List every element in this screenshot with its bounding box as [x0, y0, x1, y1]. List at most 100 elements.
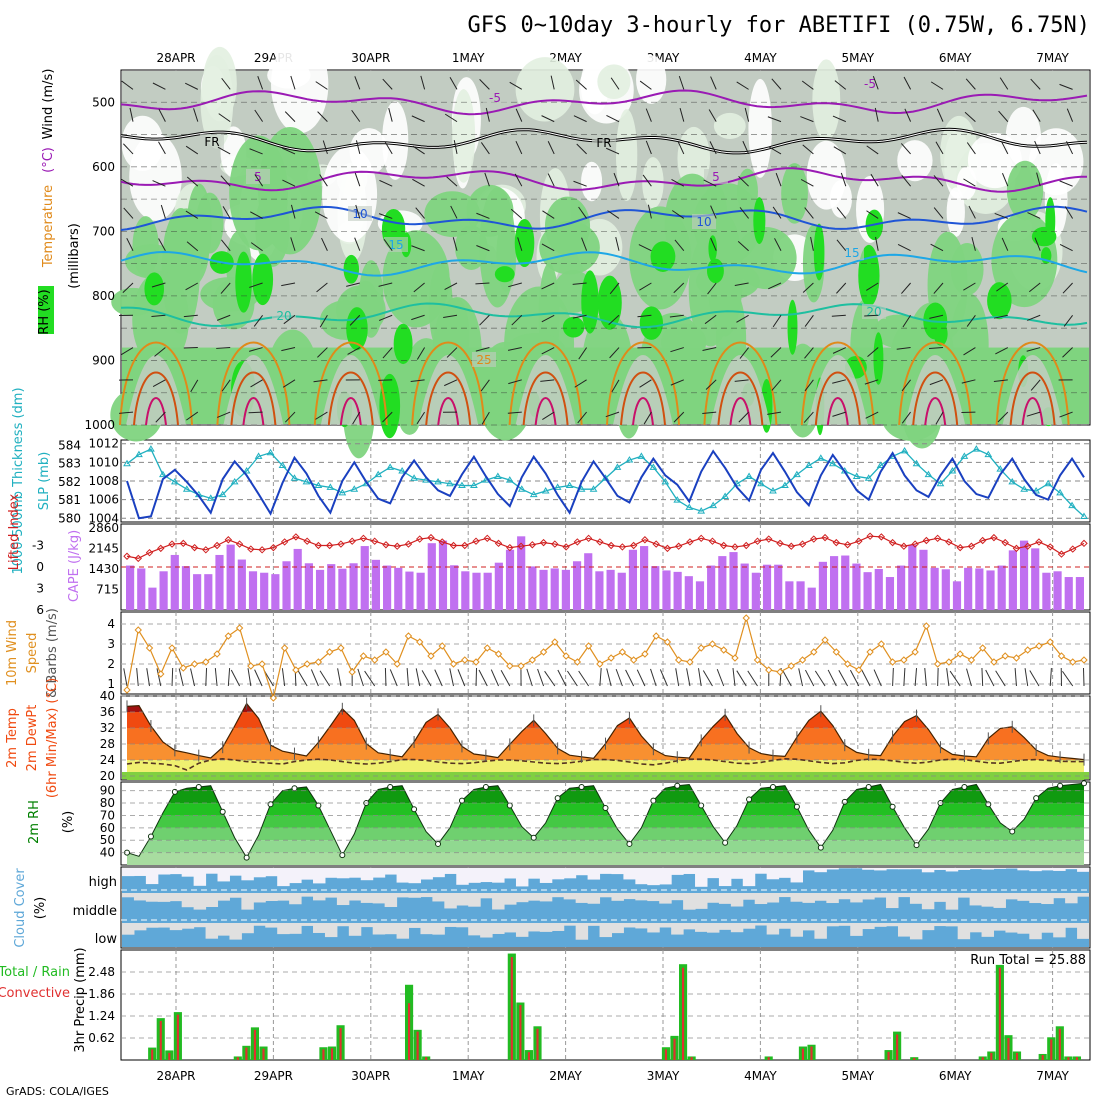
cloud-clear-segment: [1005, 868, 1018, 869]
thickness-point: [1044, 479, 1052, 487]
cloud-clear-segment: [432, 868, 445, 878]
wind-barb: [892, 667, 894, 687]
rh2m-point: [578, 783, 585, 790]
wind-speed-point: [393, 660, 401, 668]
rh2m-point: [985, 801, 992, 808]
upper-wind-barb: [284, 111, 296, 122]
upper-wind-barb: [673, 282, 685, 294]
upper-wind-barb: [572, 282, 587, 285]
cape-tick-2145: 2145: [88, 542, 119, 556]
cloud-clear-segment: [886, 893, 899, 909]
upper-wind-barb: [319, 315, 328, 328]
ylabel-thickness: 1000-500mb Thickness (dm): [11, 387, 26, 574]
cloud-clear-segment: [444, 893, 457, 909]
upper-wind-barb: [1030, 379, 1041, 391]
lifted-index-point: [213, 541, 221, 550]
lifted-index-point: [742, 541, 750, 550]
upper-wind-barb: [541, 243, 555, 252]
isotherm-label-15: 15: [844, 246, 859, 260]
isotherm-30: [1009, 371, 1056, 426]
cloud-clear-segment: [838, 923, 851, 926]
cloud-clear-segment: [897, 868, 911, 870]
upper-wind-barb: [709, 141, 717, 155]
cloud-clear-segment: [492, 868, 505, 883]
cloud-clear-segment: [348, 868, 362, 878]
lifted-index-point: [348, 537, 356, 545]
cloud-clear-segment: [1017, 868, 1030, 871]
thickness-point: [446, 479, 454, 487]
cloud-clear-segment: [862, 893, 875, 900]
wind-speed-point: [539, 648, 548, 656]
upper-wind-barb: [734, 379, 749, 382]
thickness-point: [1008, 477, 1017, 485]
wind-speed-point: [382, 648, 390, 656]
precip-convective-bar: [810, 1046, 813, 1060]
upper-wind-barb: [704, 314, 717, 325]
cloud-clear-segment: [360, 868, 374, 881]
rh2m-point: [1057, 782, 1064, 789]
cloud-clear-segment: [969, 923, 983, 933]
lifted-index-point: [787, 542, 795, 550]
upper-wind-barb: [831, 314, 846, 317]
precip-run-total: Run Total = 25.88: [970, 953, 1086, 968]
thk-tick-582: 582: [58, 475, 81, 489]
rh-saturated-patch: [708, 235, 717, 262]
cloud-clear-segment: [1065, 923, 1078, 928]
cloud-clear-segment: [838, 893, 851, 900]
upper-wind-barb: [803, 411, 814, 423]
wind-speed-point: [967, 656, 976, 664]
upper-wind-barb: [578, 206, 588, 219]
thickness-point: [996, 465, 1005, 472]
upper-wind-barb: [216, 314, 231, 321]
isotherm-label-15: 15: [388, 238, 403, 252]
upper-wind-barb: [1059, 83, 1073, 90]
thickness-point: [135, 450, 143, 458]
wind-barb: [190, 668, 196, 687]
lifted-index-point: [382, 541, 390, 549]
upper-wind-barb: [218, 113, 231, 123]
upper-wind-barb: [671, 210, 685, 219]
lifted-index-point: [697, 534, 705, 543]
wind-speed-point: [742, 614, 750, 622]
cape-bar: [707, 565, 716, 610]
cape-bar: [181, 566, 191, 610]
upper-wind-barb: [678, 75, 685, 90]
cloud-clear-segment: [886, 868, 899, 870]
ylabel-slp: SLP (mb): [37, 452, 52, 511]
rh-dry-patch: [515, 57, 575, 122]
upper-wind-barb: [609, 347, 620, 359]
thickness-point: [458, 481, 466, 489]
lifted-index-point: [168, 540, 176, 548]
upper-wind-barb: [933, 282, 944, 294]
cloud-clear-segment: [336, 893, 350, 906]
cape-bar: [360, 546, 369, 610]
wind-barb: [1029, 670, 1040, 687]
y-tick-upper-700: 700: [92, 224, 115, 238]
rh2m-point: [171, 788, 178, 795]
cloud-clear-segment: [766, 893, 780, 903]
isotherm-label-bg: [862, 304, 886, 319]
upper-wind-barb: [281, 282, 296, 287]
upper-wind-barb: [248, 411, 263, 414]
precip-convective-bar: [245, 1047, 248, 1060]
panel-frame-precip: [120, 949, 1091, 1061]
rh-saturated-patch: [639, 306, 663, 340]
wind-speed-point: [292, 666, 300, 674]
lifted-index-point: [855, 537, 863, 545]
rh2m-point: [411, 806, 418, 813]
cape-bar: [282, 561, 291, 610]
precip-convective-bar: [673, 1038, 676, 1060]
lifted-index-point: [337, 540, 345, 548]
cloud-clear-segment: [647, 868, 660, 886]
cloud-clear-segment: [420, 923, 433, 935]
upper-wind-barb: [996, 282, 1009, 292]
rh-dry-patch: [636, 55, 667, 104]
thickness-point: [804, 461, 813, 469]
lifted-index-point: [731, 543, 739, 551]
precip-convective-bar: [416, 1031, 419, 1060]
cloud-clear-segment: [802, 893, 815, 903]
wind-tick-4: 4: [107, 617, 115, 631]
rh2m-point: [817, 844, 824, 851]
thickness-point: [338, 488, 347, 496]
cloud-clear-segment: [635, 893, 648, 901]
